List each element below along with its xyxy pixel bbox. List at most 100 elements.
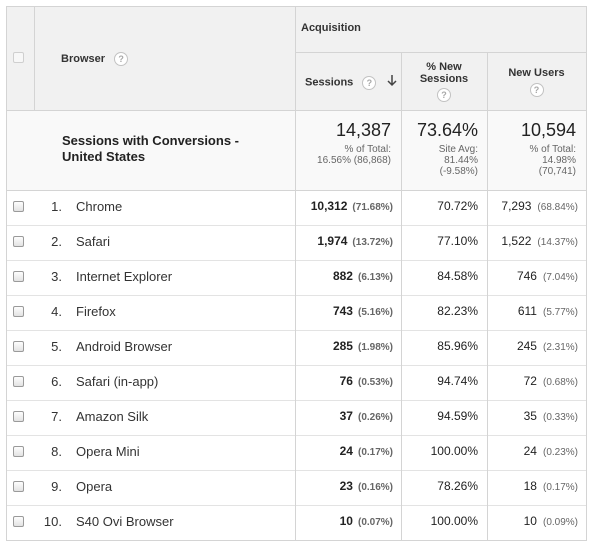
new-users-percent: (68.84%) <box>537 202 578 213</box>
browser-link[interactable]: Opera <box>76 479 113 494</box>
row-checkbox[interactable] <box>13 271 24 282</box>
help-icon[interactable]: ? <box>114 52 129 66</box>
new-sessions-value: 94.74% <box>437 374 478 388</box>
row-index: 5. <box>51 339 62 354</box>
select-all-checkbox[interactable] <box>13 52 24 63</box>
new-users-value: 18 (0.17%) <box>488 479 578 493</box>
new-users-value: 72 (0.68%) <box>488 374 578 388</box>
row-checkbox[interactable] <box>13 516 24 527</box>
new-users-number: 24 <box>523 444 537 458</box>
sessions-value: 76 (0.53%) <box>296 374 393 388</box>
sessions-header-label: Sessions <box>305 76 354 89</box>
summary-row <box>6 110 586 190</box>
sessions-value: 10,312 (71.68%) <box>296 199 393 213</box>
row-checkbox[interactable] <box>13 236 24 247</box>
sessions-number: 10,312 <box>310 199 348 213</box>
grid-line <box>6 295 586 296</box>
row-checkbox[interactable] <box>13 341 24 352</box>
new-users-number: 1,522 <box>501 234 532 248</box>
new-sessions-value: 77.10% <box>437 234 478 248</box>
new-users-column-header[interactable]: New Users ? <box>487 67 586 97</box>
browser-link[interactable]: S40 Ovi Browser <box>76 514 174 529</box>
new-sessions-value: 70.72% <box>437 199 478 213</box>
new-users-number: 611 <box>517 304 537 318</box>
grid-line <box>487 52 488 541</box>
header-sessions-cell[interactable] <box>295 52 401 110</box>
row-index: 2. <box>51 234 62 249</box>
sessions-column-header[interactable]: Sessions ? <box>305 75 399 91</box>
browser-link[interactable]: Internet Explorer <box>76 269 173 284</box>
new-users-percent: (5.77%) <box>542 307 578 318</box>
browser-link[interactable]: Amazon Silk <box>76 409 149 424</box>
grid-line <box>586 6 587 541</box>
sessions-percent: (0.26%) <box>357 412 393 423</box>
sessions-percent: (0.17%) <box>357 447 393 458</box>
new-sessions-column-header[interactable]: % New Sessions ? <box>401 61 487 102</box>
sessions-number: 743 <box>332 304 353 318</box>
grid-line <box>401 52 402 541</box>
sessions-percent: (0.16%) <box>357 482 393 493</box>
sessions-percent: (0.53%) <box>357 377 393 388</box>
sessions-value: 743 (5.16%) <box>296 304 393 318</box>
row-index: 6. <box>51 374 62 389</box>
row-checkbox[interactable] <box>13 306 24 317</box>
help-icon[interactable]: ? <box>529 83 544 97</box>
sessions-number: 10 <box>339 514 353 528</box>
grid-line <box>6 400 586 401</box>
new-users-number: 245 <box>516 339 537 353</box>
sessions-value: 285 (1.98%) <box>296 339 393 353</box>
summary-new-sessions: 73.64% Site Avg: 81.44% (-9.58%) <box>402 120 478 177</box>
help-icon[interactable]: ? <box>437 88 451 102</box>
grid-line <box>295 52 586 53</box>
browser-link[interactable]: Opera Mini <box>76 444 140 459</box>
grid-line <box>6 365 586 366</box>
summary-new-sessions-sub1: Site Avg: <box>438 144 478 155</box>
sessions-value: 23 (0.16%) <box>296 479 393 493</box>
row-checkbox[interactable] <box>13 411 24 422</box>
summary-new-users: 10,594 % of Total: 14.98% (70,741) <box>488 120 576 177</box>
new-sessions-value: 100.00% <box>430 514 478 528</box>
new-sessions-value: 100.00% <box>430 444 478 458</box>
grid-line <box>6 330 586 331</box>
new-users-percent: (0.17%) <box>542 482 578 493</box>
browser-link[interactable]: Safari <box>76 234 110 249</box>
browser-link[interactable]: Firefox <box>76 304 116 319</box>
new-sessions-value: 94.59% <box>437 409 478 423</box>
browser-link[interactable]: Chrome <box>76 199 123 214</box>
new-sessions-value: 82.23% <box>437 304 478 318</box>
grid-line <box>6 470 586 471</box>
new-users-percent: (0.33%) <box>542 412 578 423</box>
sessions-number: 1,974 <box>317 234 348 248</box>
summary-new-users-sub2: 14.98% <box>542 155 576 166</box>
row-checkbox[interactable] <box>13 481 24 492</box>
sessions-number: 76 <box>339 374 353 388</box>
new-users-number: 72 <box>523 374 537 388</box>
header-new-users-cell[interactable] <box>487 52 586 110</box>
row-checkbox[interactable] <box>13 201 24 212</box>
sessions-number: 24 <box>339 444 353 458</box>
row-checkbox[interactable] <box>13 446 24 457</box>
new-users-number: 746 <box>516 269 537 283</box>
new-users-number: 7,293 <box>501 199 532 213</box>
help-icon[interactable]: ? <box>362 75 377 90</box>
new-users-header-label: New Users <box>508 67 565 79</box>
row-index: 7. <box>51 409 62 424</box>
summary-sessions-value: 14,387 <box>335 120 391 140</box>
row-index: 9. <box>51 479 62 494</box>
browser-link[interactable]: Safari (in-app) <box>76 374 159 389</box>
sort-descending-icon[interactable] <box>387 75 397 90</box>
grid-line <box>34 6 35 110</box>
sessions-number: 23 <box>339 479 353 493</box>
summary-sessions: 14,387 % of Total: 16.56% (86,868) <box>296 120 391 166</box>
grid-line <box>6 6 586 7</box>
browser-column-header[interactable]: Browser ? <box>61 52 261 68</box>
new-users-value: 7,293 (68.84%) <box>488 199 578 213</box>
sessions-value: 882 (6.13%) <box>296 269 393 283</box>
sessions-percent: (13.72%) <box>352 237 393 248</box>
new-users-number: 10 <box>523 514 537 528</box>
row-checkbox[interactable] <box>13 376 24 387</box>
summary-new-users-sub1: % of Total: <box>529 144 576 155</box>
new-users-number: 18 <box>523 479 537 493</box>
header-acquisition-cell <box>295 6 586 52</box>
browser-link[interactable]: Android Browser <box>76 339 173 354</box>
